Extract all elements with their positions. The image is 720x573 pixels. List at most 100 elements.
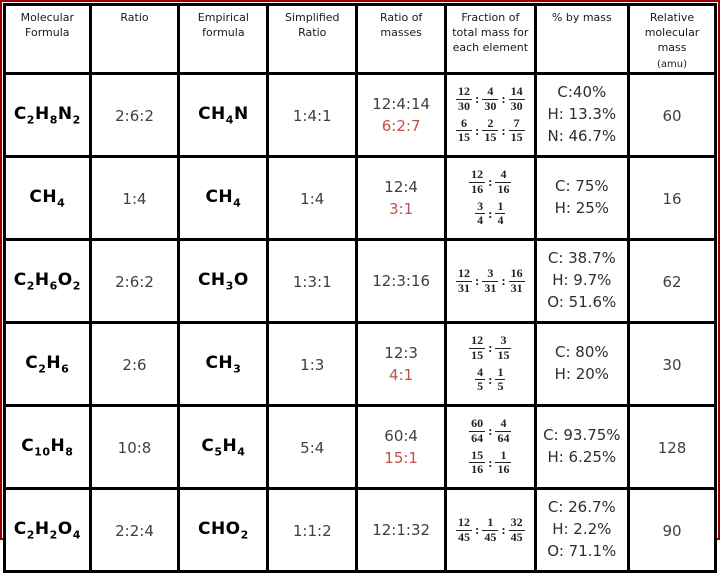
mass-ratio: 60:4 <box>384 426 418 445</box>
empirical-formula-cell: CH3O <box>177 238 270 325</box>
rmm-cell: 60 <box>627 72 717 159</box>
fraction: 2 15 <box>482 115 499 145</box>
simplified-ratio: 5:4 <box>300 438 325 457</box>
molecular-formula-cell: C2H6O2 <box>3 238 92 325</box>
simplified-ratio: 1:4 <box>300 189 325 208</box>
simplified-ratio-cell: 1:3:1 <box>266 238 359 325</box>
fraction: 6 15 <box>455 115 472 145</box>
percent-by-mass-line: C: 26.7% <box>547 498 616 517</box>
empirical-formula: CH4N <box>198 103 249 127</box>
fraction-separator: : <box>501 91 506 107</box>
percent-mass-cell: C:40% H: 13.3% N: 46.7% <box>533 72 631 159</box>
rmm-cell: 90 <box>627 487 717 573</box>
table-row-3: C2H6O2 2:6:2 CH3O 1:3:1 12:3:16 12 31:3 31:16 31… <box>3 238 717 325</box>
percent-mass-cell: C: 80% H: 20% <box>533 321 631 408</box>
mass-ratio-cell: 12:4 3:1 <box>355 155 448 242</box>
fraction: 32 45 <box>508 514 525 544</box>
fraction: 7 15 <box>508 115 525 145</box>
molecular-formula-cell: C2H8N2 <box>3 72 92 159</box>
mole-ratio: 2:2:4 <box>115 521 154 540</box>
table-row-4: C2H6 2:6 CH3 1:3 12:3 4:1 12 15:3 15 4 5:1 5 C: 80% H… <box>3 321 717 408</box>
percent-by-mass-line: H: 13.3% <box>547 105 617 124</box>
fraction: 1 16 <box>495 447 512 477</box>
mass-ratio-cell: 60:4 15:1 <box>355 404 448 491</box>
percent-by-mass-line: C: 93.75% <box>543 426 621 445</box>
molecular-formula: C2H8N2 <box>13 103 81 127</box>
fraction: 3 15 <box>495 332 512 362</box>
fraction-separator: : <box>474 91 480 107</box>
mass-ratio-cell: 12:3:16 <box>355 238 448 325</box>
fraction: 3 31 <box>482 265 499 295</box>
fraction-line: 12 30:4 30:14 30 <box>449 84 532 114</box>
percent-mass-cell: C: 38.7% H: 9.7% O: 51.6% <box>533 238 631 325</box>
header-ratio-of-masses: Ratio of masses <box>355 2 448 76</box>
fraction: 16 31 <box>508 265 525 295</box>
empirical-formula-cell: CH4 <box>177 155 270 242</box>
empirical-formula-table: Molecular Formula Ratio Empirical formula S… <box>3 2 717 573</box>
header-fraction-of-total-mass-for-each-element: Fraction of total mass for each element <box>444 2 537 76</box>
mole-ratio-cell: 2:2:4 <box>88 487 181 573</box>
simplified-ratio: 1:3:1 <box>292 272 332 291</box>
fraction-line: 60 64:4 64 <box>449 415 532 446</box>
fraction: 15 16 <box>469 447 486 477</box>
rmm-cell: 30 <box>627 321 717 408</box>
molecular-formula: CH4 <box>29 186 66 210</box>
mass-ratio-simplified: 6:2:7 <box>381 117 421 136</box>
empirical-formula: C5H4 <box>201 435 246 459</box>
percent-by-mass-line: N: 46.7% <box>547 126 617 145</box>
relative-molecular-mass: 128 <box>657 438 687 457</box>
fraction-separator: : <box>474 522 480 538</box>
fraction-line: 12 45:1 45:32 45 <box>449 514 532 545</box>
fraction-cell: 12 30:4 30:14 30 6 15:2 15:7 15 <box>444 72 537 159</box>
empirical-formula-cell: CH4N <box>177 72 270 159</box>
mass-ratio: 12:3:16 <box>372 271 431 290</box>
simplified-ratio-cell: 1:4 <box>266 155 359 242</box>
fraction-separator: : <box>488 371 493 387</box>
relative-molecular-mass: 16 <box>662 189 682 208</box>
mass-ratio-cell: 12:1:32 <box>355 487 448 573</box>
simplified-ratio-cell: 1:1:2 <box>266 487 359 573</box>
percent-by-mass-line: C: 80% <box>555 343 609 362</box>
fraction-line: 15 16:1 16 <box>449 447 532 478</box>
fraction: 4 64 <box>495 415 512 445</box>
fraction: 4 16 <box>495 166 512 196</box>
empirical-formula-cell: C5H4 <box>177 404 270 491</box>
header-ratio: Ratio <box>88 2 181 76</box>
percent-mass-cell: C: 26.7% H: 2.2% O: 71.1% <box>533 487 631 573</box>
relative-molecular-mass: 62 <box>662 272 682 291</box>
fraction-cell: 60 64:4 64 15 16:1 16 <box>444 404 537 491</box>
mass-ratio: 12:4:14 <box>372 94 431 113</box>
percent-by-mass-line: H: 9.7% <box>552 271 612 290</box>
simplified-ratio: 1:1:2 <box>292 521 332 540</box>
empirical-formula: CH3O <box>197 269 249 293</box>
molecular-formula: C2H2O4 <box>13 518 81 542</box>
empirical-formula: CH4 <box>205 186 242 210</box>
fraction-separator: : <box>488 174 493 190</box>
simplified-ratio: 1:3 <box>300 355 325 374</box>
molecular-formula: C2H6 <box>25 352 70 376</box>
relative-molecular-mass: 90 <box>662 521 682 540</box>
mass-ratio-simplified: 3:1 <box>389 200 414 219</box>
header-sublabel: (amu) <box>657 58 688 70</box>
relative-molecular-mass: 60 <box>662 106 682 125</box>
mass-ratio-cell: 12:3 4:1 <box>355 321 448 408</box>
fraction: 12 45 <box>455 514 472 544</box>
empirical-formula-cell: CH3 <box>177 321 270 408</box>
mole-ratio-cell: 2:6 <box>88 321 181 408</box>
percent-by-mass-line: C: 38.7% <box>547 249 616 268</box>
fraction-cell: 12 15:3 15 4 5:1 5 <box>444 321 537 408</box>
table-row-1: C2H8N2 2:6:2 CH4N 1:4:1 12:4:14 6:2:7 12 30:4 30… <box>3 72 717 159</box>
mole-ratio-cell: 10:8 <box>88 404 181 491</box>
fraction-separator: : <box>488 205 493 221</box>
molecular-formula-cell: C2H6 <box>3 321 92 408</box>
mass-ratio-simplified: 15:1 <box>384 449 418 468</box>
percent-by-mass-line: O: 51.6% <box>547 292 617 311</box>
simplified-ratio-cell: 5:4 <box>266 404 359 491</box>
molecular-formula-cell: C10H8 <box>3 404 92 491</box>
